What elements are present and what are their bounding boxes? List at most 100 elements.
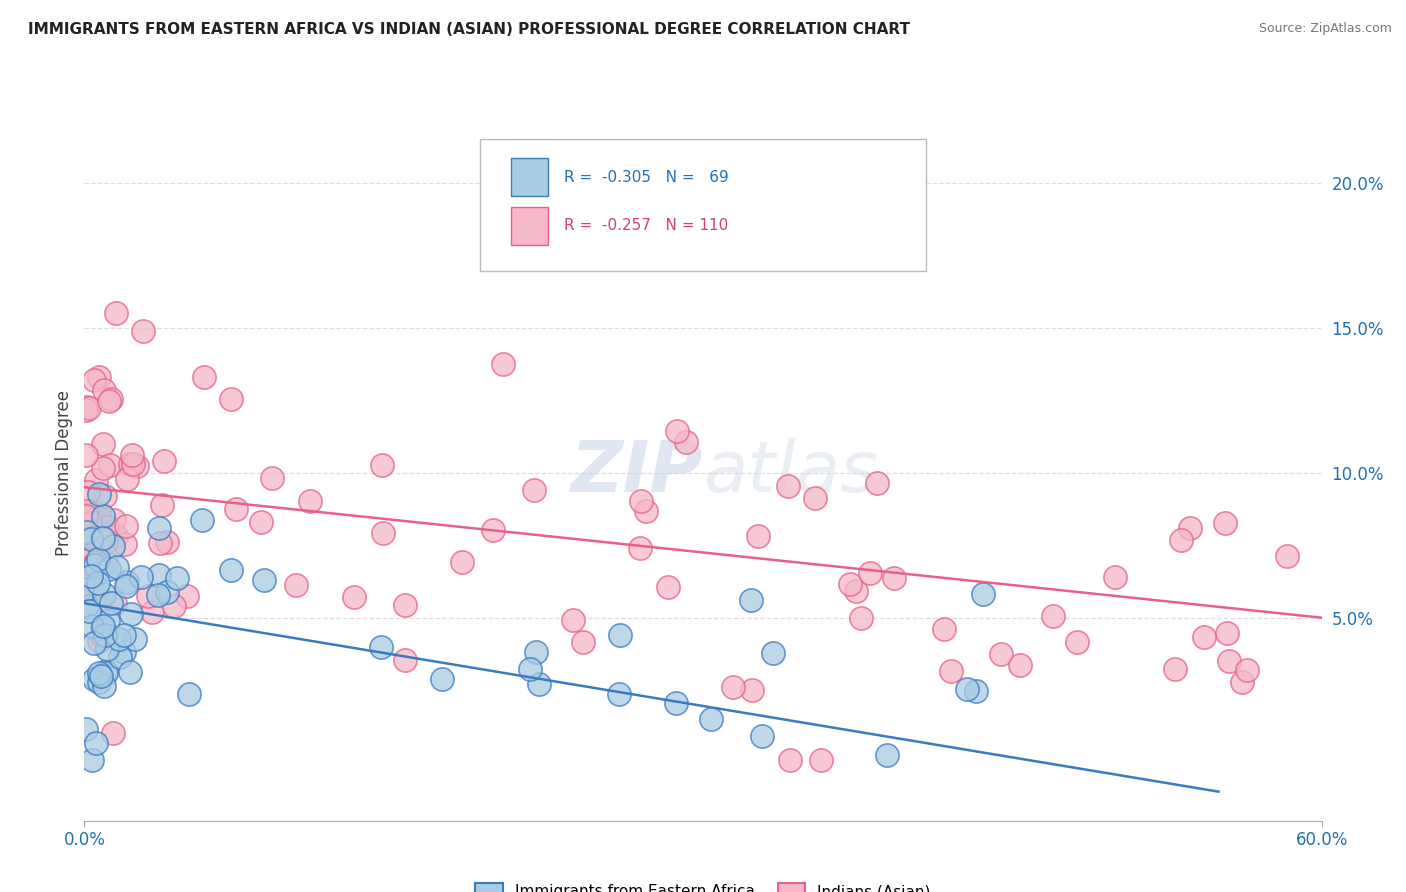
Text: ZIP: ZIP [571,438,703,508]
Point [83,558,105,573]
Point [98,458,121,472]
Point [91,621,114,635]
Point [607,687,630,701]
Point [80,753,103,767]
Point [122,457,145,471]
Point [252,573,274,587]
Point [148,568,170,582]
Point [80,504,103,518]
Point [94,555,117,569]
Point [100,392,122,406]
Point [112,627,135,641]
Point [115,472,138,486]
Point [849,610,872,624]
Point [96,641,118,656]
Point [141,605,163,619]
Point [804,491,827,505]
Point [97,393,120,408]
Point [1164,662,1187,676]
Point [114,537,136,551]
Legend: Immigrants from Eastern Africa, Indians (Asian): Immigrants from Eastern Africa, Indians … [470,877,936,892]
Point [76,599,98,613]
Point [90,530,112,544]
Point [972,587,994,601]
Point [866,476,889,491]
Point [129,570,152,584]
Point [779,753,801,767]
Point [1170,533,1192,548]
Point [657,581,679,595]
Point [177,687,200,701]
Point [529,677,551,691]
Point [666,424,689,438]
Point [82,581,104,595]
Point [751,729,773,743]
Point [77,603,100,617]
Point [100,596,122,610]
Point [1178,521,1201,535]
Text: atlas: atlas [703,438,877,508]
Point [451,555,474,569]
Point [75,579,97,593]
Point [76,525,98,540]
Point [371,458,394,472]
Point [492,357,515,371]
Point [1008,657,1031,672]
Point [83,545,105,559]
Point [124,632,146,646]
Point [87,507,110,521]
Point [939,665,962,679]
Point [91,436,114,450]
Point [524,645,547,659]
Point [193,370,215,384]
Point [86,511,108,525]
Point [153,454,176,468]
Point [932,623,955,637]
Point [84,736,107,750]
Point [990,647,1012,661]
Text: Source: ZipAtlas.com: Source: ZipAtlas.com [1258,22,1392,36]
Point [118,665,141,680]
Point [778,479,800,493]
Point [91,628,114,642]
Point [75,582,97,596]
Point [103,513,125,527]
Point [166,572,188,586]
Point [79,569,101,583]
Point [956,681,979,696]
Point [83,373,105,387]
Point [394,599,416,613]
Point [91,460,114,475]
Point [1216,625,1239,640]
Point [94,664,117,678]
Point [97,562,120,576]
Point [636,504,658,518]
Point [101,539,124,553]
Point [163,599,186,613]
Point [76,503,98,517]
Point [343,590,366,604]
Point [519,662,541,676]
Point [1192,631,1215,645]
Text: R =  -0.257   N = 110: R = -0.257 N = 110 [564,219,728,234]
Point [94,535,117,549]
Point [118,457,141,471]
Text: IMMIGRANTS FROM EASTERN AFRICA VS INDIAN (ASIAN) PROFESSIONAL DEGREE CORRELATION: IMMIGRANTS FROM EASTERN AFRICA VS INDIAN… [28,22,910,37]
Point [1042,608,1064,623]
Point [94,665,117,680]
Point [858,566,880,580]
Point [79,516,101,530]
Point [191,512,214,526]
Point [740,592,762,607]
Point [665,696,688,710]
Point [104,596,127,610]
Point [630,541,652,556]
Point [156,585,179,599]
Point [675,434,697,449]
Point [91,509,114,524]
Point [84,473,107,487]
Point [1213,516,1236,530]
Point [107,559,129,574]
Point [93,618,115,632]
Point [965,683,987,698]
